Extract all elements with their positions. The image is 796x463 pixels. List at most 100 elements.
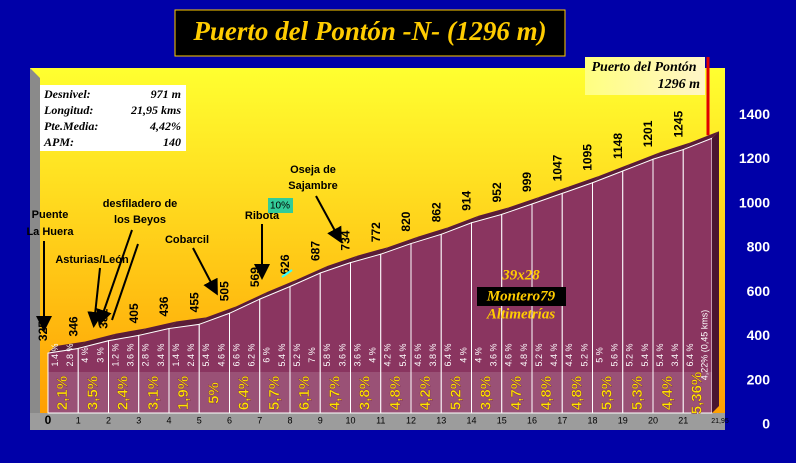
altitude-label: 772 [369, 222, 383, 242]
y-tick-label: 600 [747, 283, 771, 299]
half-km-slope: 5.8 % [322, 343, 332, 366]
half-km-slope: 6.2 % [247, 343, 257, 366]
annotation: Oseja de [290, 164, 336, 176]
summit-name: Puerto del Pontón [591, 60, 696, 75]
max-grade-box [268, 198, 293, 213]
altitude-label: 626 [278, 254, 292, 274]
altitude-label: 455 [187, 292, 201, 312]
altitude-label: 1148 [611, 133, 625, 159]
km-slope: 1,9% [175, 376, 192, 410]
km-slope: 4,8% [568, 376, 585, 410]
altitude-label: 346 [66, 316, 80, 336]
altitude-label: 1095 [581, 144, 595, 171]
arrow [111, 243, 139, 321]
half-km-slope: 4 % [80, 347, 90, 363]
km-slope: 3,8% [357, 376, 374, 410]
profile-top [48, 341, 86, 354]
profile-top [411, 227, 449, 244]
y-tick-label: 1200 [739, 150, 770, 166]
slope-band [48, 372, 712, 413]
profile-side [712, 131, 719, 413]
km-slope: 3,1% [145, 376, 162, 410]
half-km-slope: 3.6 % [352, 343, 362, 366]
annotation: Cobarcil [165, 234, 209, 246]
km-slope: 4,4% [659, 376, 676, 410]
info-value: 971 m [151, 87, 181, 101]
profile-top [320, 255, 358, 274]
half-km-slope: 1.2 % [110, 343, 120, 366]
left-wall [30, 68, 40, 430]
max-grade-label: 10% [270, 201, 290, 212]
x-tick-label: 10 [345, 415, 355, 425]
x-tick-label: 0 [45, 413, 52, 427]
annotation: Sajambre [288, 180, 338, 192]
half-km-slope: 3.6 % [337, 343, 347, 366]
half-km-slope: 4 % [368, 347, 378, 363]
km-slope: 5,3% [629, 376, 646, 410]
km-slope: 4,2% [417, 376, 434, 410]
half-km-slope: 4.6 % [216, 343, 226, 366]
km-slope: 5,36% [689, 372, 706, 415]
half-km-slope: 4.4 % [549, 343, 559, 366]
half-km-slope: 4.4 % [564, 343, 574, 366]
half-km-slope: 2.8 % [141, 343, 151, 366]
max-grade-segment [281, 269, 293, 278]
half-km-slope: 4.8 % [519, 343, 529, 366]
altitude-label: 1201 [641, 120, 655, 147]
info-label: Desnivel: [43, 87, 91, 101]
x-tick-label: 12 [406, 415, 416, 425]
credit-box [477, 287, 566, 306]
annotation: los Beyos [114, 214, 166, 226]
info-box [40, 85, 186, 151]
profile-top [229, 292, 267, 314]
half-km-slope: 5.2 % [292, 343, 302, 366]
chart-title: Puerto del Pontón -N- (1296 m) [192, 16, 546, 46]
altitude-label: 1047 [550, 154, 564, 181]
y-tick-label: 1000 [739, 194, 770, 210]
info-value: 21,95 kms [130, 103, 181, 117]
profile-top [653, 142, 691, 160]
profile-top [78, 333, 116, 349]
half-km-slope: 2.8 % [65, 343, 75, 366]
half-km-slope: 4.6 % [413, 343, 423, 366]
km-slope: 4,8% [538, 376, 555, 410]
profile-top [592, 164, 630, 183]
half-km-slope: 6 % [262, 347, 272, 363]
x-tick-label: 1 [76, 415, 81, 425]
half-km-slope: 6.4 % [685, 343, 695, 366]
km-slope: 5,7% [266, 376, 283, 410]
km-slope: 3,5% [84, 376, 101, 410]
half-km-slope: 6.4 % [443, 343, 453, 366]
altitude-label: 862 [429, 202, 443, 222]
km-slope: 4,8% [387, 376, 404, 410]
profile-top [441, 215, 479, 235]
altitude-label: 914 [460, 190, 474, 210]
y-tick-label: 200 [747, 371, 771, 387]
y-tick-label: 1400 [739, 106, 770, 122]
half-km-slope: 1.4 % [171, 343, 181, 366]
x-tick-label: 8 [287, 415, 292, 425]
km-slope: 6,4% [236, 376, 253, 410]
profile-top [138, 321, 177, 336]
half-km-slope: 1.4 % [50, 343, 60, 366]
km-slope: 5,3% [599, 376, 616, 410]
profile-top [290, 266, 328, 287]
x-tick-label: 21,95 [711, 418, 729, 425]
altitude-label: 505 [218, 281, 232, 301]
credit: Montero79 [486, 288, 556, 304]
arrow [192, 247, 218, 296]
arrow [87, 267, 104, 328]
x-tick-label: 14 [467, 415, 477, 425]
arrow [315, 195, 342, 244]
altitude-label: 734 [339, 230, 353, 250]
km-slope: 5% [205, 382, 222, 404]
x-tick-label: 18 [588, 415, 598, 425]
half-km-slope: 5.4 % [201, 343, 211, 366]
km-slope: 4,7% [508, 376, 525, 410]
annotation: desfiladero de [103, 198, 178, 210]
km-slope: 6,1% [296, 376, 313, 410]
half-km-slope: 3.4 % [670, 343, 680, 366]
summit-altitude: 1296 m [658, 77, 701, 92]
